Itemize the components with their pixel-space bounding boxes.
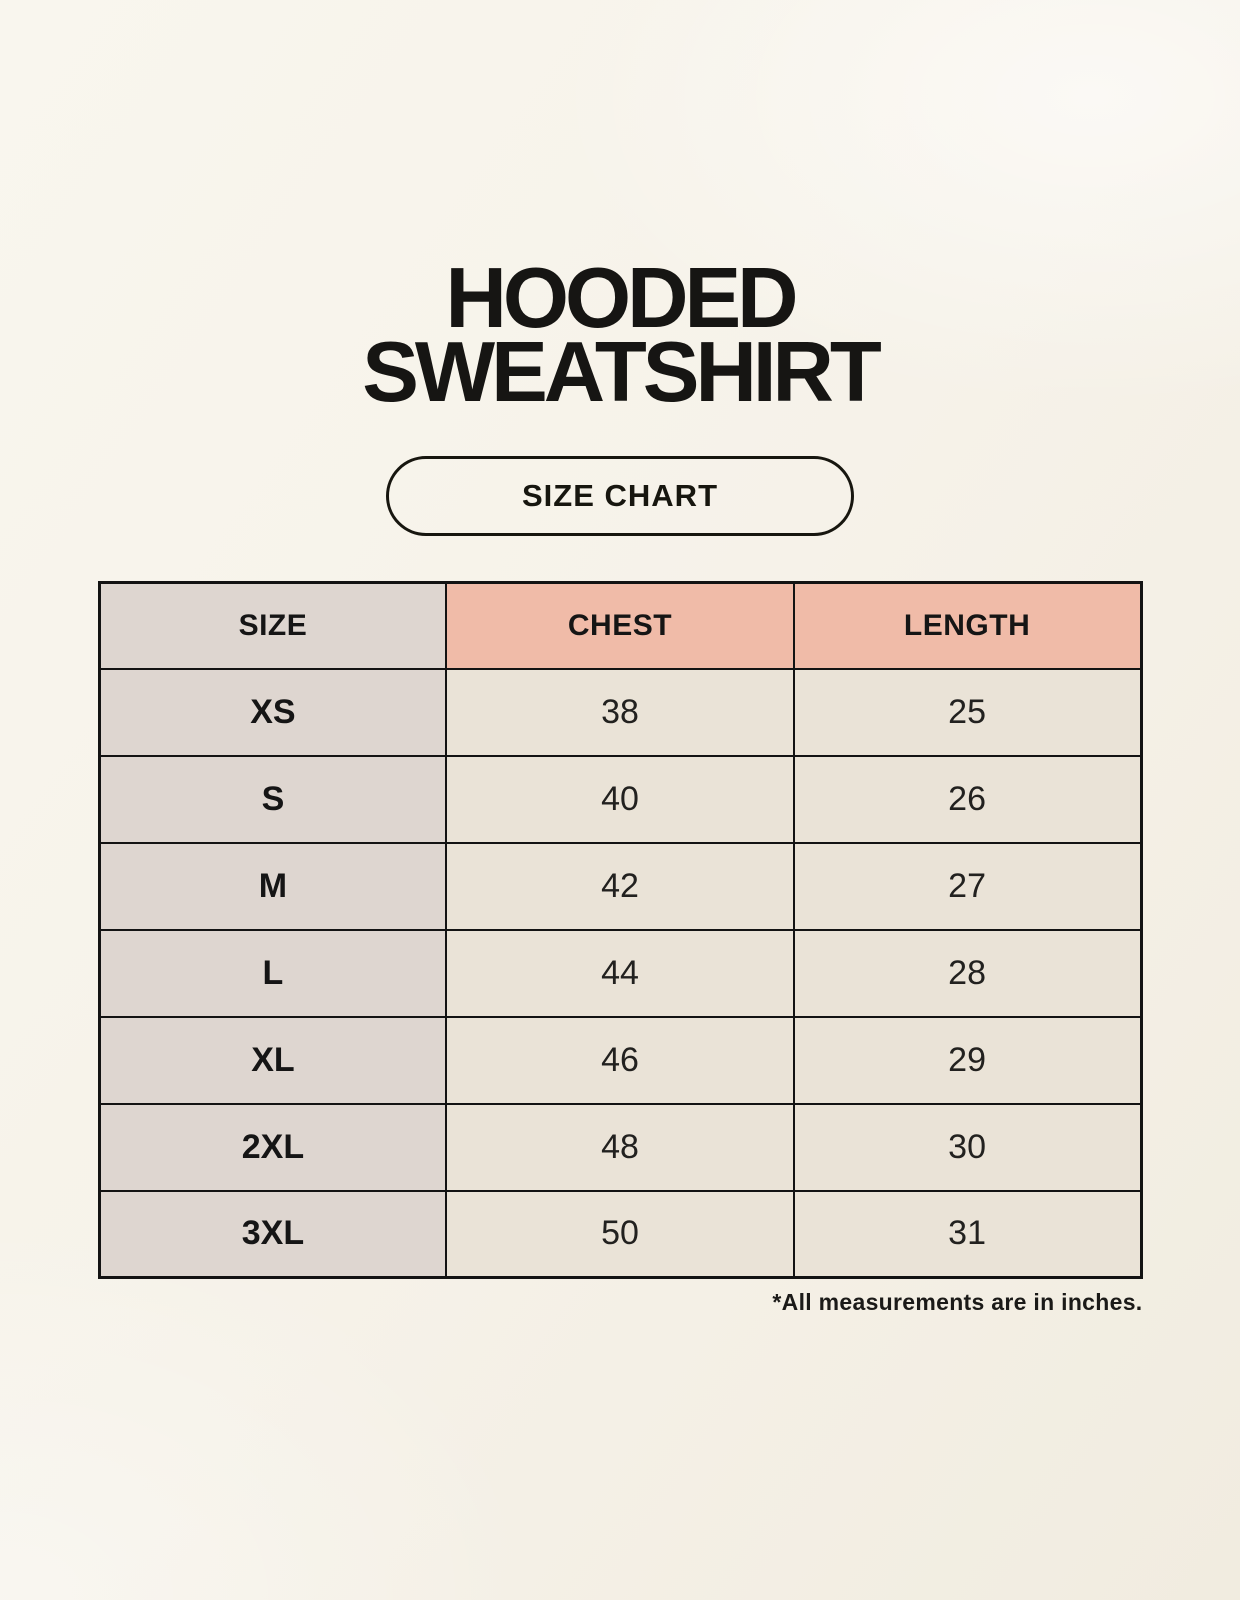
page-title-line-2: SWEATSHIRT [362,325,882,420]
measurements-footnote: *All measurements are in inches. [772,1289,1143,1315]
length-value: 30 [792,1102,1143,1192]
size-label: XL [97,1015,448,1105]
table-row-xs: XS 38 25 [97,667,1143,757]
size-table-header-row: SIZE CHEST LENGTH [97,581,1143,670]
size-label: 2XL [97,1102,448,1192]
size-chart-badge-container: SIZE CHART [0,456,1240,536]
chest-value: 42 [445,841,795,931]
table-row-s: S 40 26 [97,754,1143,844]
length-value: 27 [792,841,1143,931]
size-chart-button[interactable]: SIZE CHART [386,456,854,536]
size-label: L [97,928,448,1018]
column-header-chest: CHEST [445,581,795,670]
length-value: 25 [792,667,1143,757]
size-table: SIZE CHEST LENGTH XS 38 25 S 40 26 M 42 … [97,581,1143,1279]
chest-value: 44 [445,928,795,1018]
column-header-size: SIZE [97,581,448,670]
size-label: 3XL [97,1189,448,1279]
size-table-container: SIZE CHEST LENGTH XS 38 25 S 40 26 M 42 … [97,581,1143,1279]
table-row-3xl: 3XL 50 31 [97,1189,1143,1279]
column-header-length: LENGTH [792,581,1143,670]
chest-value: 40 [445,754,795,844]
table-row-xl: XL 46 29 [97,1015,1143,1105]
chest-value: 50 [445,1189,795,1279]
page-title: HOODED SWEATSHIRT [0,251,1240,420]
table-row-m: M 42 27 [97,841,1143,931]
length-value: 26 [792,754,1143,844]
table-row-l: L 44 28 [97,928,1143,1018]
length-value: 29 [792,1015,1143,1105]
chest-value: 48 [445,1102,795,1192]
size-label: S [97,754,448,844]
chest-value: 46 [445,1015,795,1105]
size-label: M [97,841,448,931]
page-title-line-1: HOODED [445,251,798,346]
length-value: 28 [792,928,1143,1018]
table-row-2xl: 2XL 48 30 [97,1102,1143,1192]
chest-value: 38 [445,667,795,757]
size-label: XS [97,667,448,757]
length-value: 31 [792,1189,1143,1279]
